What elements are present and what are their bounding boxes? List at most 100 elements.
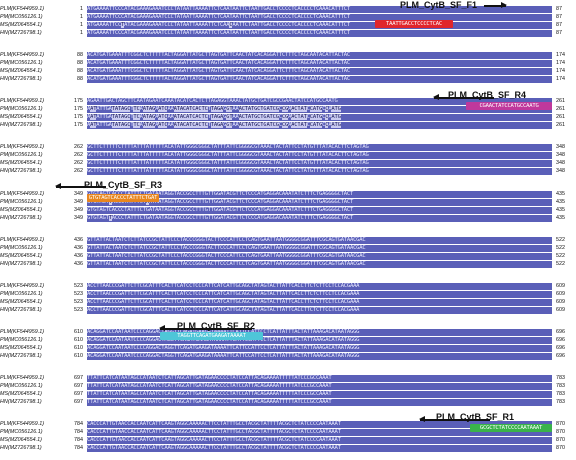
end-position: 522 <box>556 253 565 259</box>
end-position: 87 <box>556 6 562 12</box>
end-position: 174 <box>556 68 565 74</box>
start-position: 697 <box>74 375 83 381</box>
sequence-label: PM(MC056126.1) <box>0 14 43 20</box>
sequence-label: PM(MC056126.1) <box>0 291 43 297</box>
start-position: 610 <box>74 337 83 343</box>
primer-site-r1: GCGCTCTATCCCCAATAAAT <box>470 424 552 432</box>
sequence-label: PM(MC056126.1) <box>0 199 43 205</box>
sequence-row: TTATTCATCATAATAGCCATAATCTCATTAGCATTGATAG… <box>87 399 552 406</box>
primer-arrow-f1 <box>484 2 507 8</box>
primer-label-r4: PLM_CytB_SF_R4 <box>448 90 527 100</box>
start-position: 784 <box>74 429 83 435</box>
sequence-row: ATGAAAATTCCCATACGAAAGAAATCCCTATAATTAAAAT… <box>87 30 552 37</box>
sequence-row: GTGTAGTTACCCTATTTCTAATAATAGGTACCGCCTTTGT… <box>87 199 552 206</box>
sequence-label: PLM(KF544959.1) <box>0 52 45 58</box>
end-position: 870 <box>556 429 565 435</box>
start-position: 175 <box>74 114 83 120</box>
end-position: 696 <box>556 329 565 335</box>
sequence-row: ACATGATGAAATTTCGGCTCTTTTTACTAGGATTATGCTT… <box>87 52 552 59</box>
sequence-label: PM(MC056126.1) <box>0 429 43 435</box>
start-position: 349 <box>74 199 83 205</box>
sequence-row: GTGTAGTTACCCTATTTCTGATAATAGGTACCGCCTTTGT… <box>87 215 552 222</box>
primer-arrow-r4 <box>433 94 494 100</box>
end-position: 870 <box>556 445 565 451</box>
sequence-label: PM(MC056126.1) <box>0 337 43 343</box>
sequence-row: ACAGGATCCAATAATCCCCAGGACTAGGTTCAGATGAAGA… <box>87 345 552 352</box>
sequence-row: ACCTTAACCCGATTCTTCGCATTTCACTTCATCCTCCCAT… <box>87 299 552 306</box>
start-position: 610 <box>74 353 83 359</box>
end-position: 435 <box>556 207 565 213</box>
sequence-label: MS(MZ064554.1) <box>0 391 42 397</box>
start-position: 88 <box>77 60 83 66</box>
sequence-label: PM(MC056126.1) <box>0 245 43 251</box>
primer-arrow-r2 <box>159 325 252 331</box>
start-position: 175 <box>74 122 83 128</box>
sequence-label: PLM(KF544959.1) <box>0 329 45 335</box>
end-position: 261 <box>556 98 565 104</box>
sequence-label: PLM(KF544959.1) <box>0 283 45 289</box>
end-position: 435 <box>556 215 565 221</box>
end-position: 348 <box>556 168 565 174</box>
sequence-row: ACATGATGAAATTTCGGCTCTTTTTACTAGGATTATGCTT… <box>87 60 552 67</box>
primer-label-r1: PLM_CytB_SF_R1 <box>436 412 515 422</box>
end-position: 522 <box>556 245 565 251</box>
end-position: 609 <box>556 307 565 313</box>
end-position: 261 <box>556 114 565 120</box>
start-position: 610 <box>74 329 83 335</box>
start-position: 610 <box>74 345 83 351</box>
end-position: 348 <box>556 152 565 158</box>
end-position: 783 <box>556 399 565 405</box>
sequence-row: ACAGGATCCAATAATCCCCAGGACTAGGTTCAGATGAAGA… <box>87 337 552 344</box>
end-position: 783 <box>556 383 565 389</box>
end-position: 348 <box>556 144 565 150</box>
start-position: 349 <box>74 191 83 197</box>
sequence-label: HN(MZ726798.1) <box>0 168 42 174</box>
start-position: 88 <box>77 52 83 58</box>
start-position: 262 <box>74 168 83 174</box>
primer-label-f1: PLM_CytB_SF_F1 <box>400 0 478 10</box>
sequence-row: ATGAAAATTCCCATACGAAAGAAATCCCTATAATTAAAAT… <box>87 6 552 13</box>
end-position: 435 <box>556 199 565 205</box>
start-position: 784 <box>74 445 83 451</box>
sequence-label: HN(MZ726798.1) <box>0 30 42 36</box>
end-position: 348 <box>556 160 565 166</box>
end-position: 783 <box>556 391 565 397</box>
sequence-label: HN(MZ726798.1) <box>0 122 42 128</box>
end-position: 870 <box>556 437 565 443</box>
sequence-row: CACCCATTGTAACCACCAATCATTCAAGTAGGCAAAAACT… <box>87 429 552 436</box>
sequence-label: HN(MZ726798.1) <box>0 215 42 221</box>
end-position: 696 <box>556 353 565 359</box>
sequence-row: TTATTCATCATAATAGCCATAATCTCATTAGCATTGATAG… <box>87 383 552 390</box>
end-position: 696 <box>556 337 565 343</box>
sequence-label: HN(MZ726798.1) <box>0 445 42 451</box>
sequence-label: HN(MZ726798.1) <box>0 261 42 267</box>
sequence-row: GTTATTACTAATCTCTTATCCGCTATTCCCTACCCGGGTA… <box>87 245 552 252</box>
sequence-label: PLM(KF544959.1) <box>0 6 45 12</box>
sequence-row: GCTTCTTTTTCTTTTATTTATTTTTACATATTGGGCGGGC… <box>87 160 552 167</box>
sequence-label: MS(MZ064554.1) <box>0 253 42 259</box>
start-position: 523 <box>74 307 83 313</box>
start-position: 697 <box>74 383 83 389</box>
end-position: 609 <box>556 283 565 289</box>
sequence-label: MS(MZ064554.1) <box>0 299 42 305</box>
sequence-label: HN(MZ726798.1) <box>0 399 42 405</box>
sequence-row: ATGAAAATTCCCATACGAAAGAAATCCCTATAATTAAAAT… <box>87 14 552 21</box>
end-position: 87 <box>556 14 562 20</box>
end-position: 174 <box>556 60 565 66</box>
sequence-label: MS(MZ064554.1) <box>0 114 42 120</box>
end-position: 435 <box>556 191 565 197</box>
start-position: 349 <box>74 215 83 221</box>
sequence-row: GCTTCTTTTTCTTTTATTTATTTTTACATATTGGGCGGGC… <box>87 152 552 159</box>
sequence-label: PLM(KF544959.1) <box>0 421 45 427</box>
primer-arrow-r1 <box>419 416 490 422</box>
sequence-label: PM(MC056126.1) <box>0 106 43 112</box>
primer-site-f1: TAATTGACCTCCCCTCAC <box>375 20 453 28</box>
end-position: 87 <box>556 22 562 28</box>
sequence-row: ACAGGATCCAATAATCCCCAGGACTAGGTTCAGATGAAGA… <box>87 353 552 360</box>
start-position: 1 <box>80 30 83 36</box>
sequence-row: GCTTCTTTTTCTTTTATTTATTTTTACATATTGGGCGGGC… <box>87 144 552 151</box>
primer-site-r4: CGAACTATCCATGCCAATG <box>466 102 552 110</box>
sequence-row: GTGTAGTCACCCTATTTCTGATAATAGGTACCGCCTTTGT… <box>87 207 552 214</box>
sequence-row: CACCCATTGTAACCACCAATCATTCAAGTAGGCAAAAACT… <box>87 445 552 452</box>
